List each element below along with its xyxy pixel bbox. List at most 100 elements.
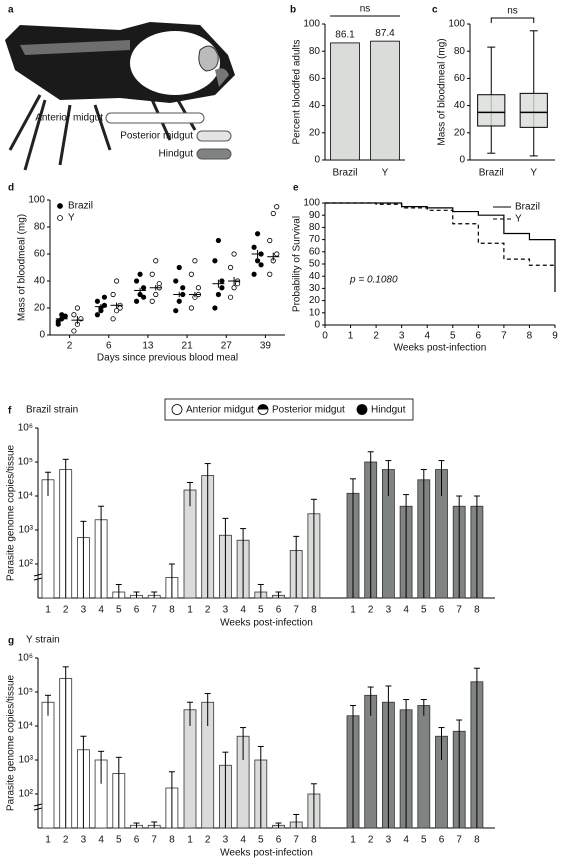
data-point: [227, 264, 234, 271]
x-tick-label: 8: [474, 605, 480, 616]
y-tick-label: 70: [309, 234, 321, 245]
legend-label: Hindgut: [371, 405, 406, 416]
x-tick-label: 7: [293, 835, 299, 846]
legs: [8, 94, 197, 171]
annotation: ns: [360, 4, 371, 15]
x-tick-label: 8: [311, 835, 317, 846]
y-tick-label: 10³: [19, 525, 34, 536]
x-tick-label: 7: [501, 331, 507, 342]
y-tick-label: 60: [309, 246, 321, 257]
x-tick-label: 8: [169, 605, 175, 616]
hindgut-shape: [215, 68, 229, 87]
illustration-label: Hindgut: [159, 149, 194, 160]
x-tick-label: 8: [474, 835, 480, 846]
data-point: [137, 271, 143, 277]
y-axis-label: Percent bloodfed adults: [292, 39, 303, 144]
bar: [370, 40, 400, 161]
x-tick-label: 3: [386, 835, 392, 846]
bar: [41, 701, 55, 829]
data-point: [113, 308, 120, 314]
x-tick-label: 5: [258, 605, 264, 616]
axis-break: [33, 803, 43, 807]
x-tick-label: 2: [205, 605, 211, 616]
legend-label: Brazil: [515, 202, 540, 213]
axis-break: [33, 573, 43, 577]
axis-break: [33, 807, 43, 811]
y-tick-label: 10⁴: [18, 721, 33, 732]
box: [519, 92, 548, 128]
legend-box: [164, 398, 414, 421]
y-tick-label: 10⁴: [18, 491, 33, 502]
y-tick-label: 10⁶: [18, 653, 33, 664]
x-tick-label: 4: [240, 605, 246, 616]
x-tick-label: 7: [293, 605, 299, 616]
data-point: [188, 305, 195, 311]
data-point: [215, 237, 222, 244]
legend-marker: [171, 404, 183, 415]
x-tick-label: 6: [134, 835, 140, 846]
bar: [183, 709, 197, 829]
y-tick-label: 0: [314, 320, 320, 331]
x-tick-label: 9: [552, 331, 558, 342]
hindgut-icon: [196, 148, 232, 160]
data-point: [101, 294, 108, 300]
posterior-midgut-icon: [196, 130, 232, 142]
x-tick-label: 5: [116, 605, 122, 616]
x-axis-label: Weeks post-infection: [394, 343, 487, 354]
data-point: [94, 312, 101, 318]
chart-title: Y strain: [26, 635, 60, 646]
x-axis-label: Weeks post-infection: [220, 618, 313, 629]
x-tick-label: 0: [322, 331, 328, 342]
x-tick-label: 8: [311, 605, 317, 616]
y-tick-label: 40: [309, 271, 321, 282]
data-point: [231, 251, 237, 257]
x-axis-label: Days since previous blood meal: [97, 353, 238, 364]
x-tick-label: Y: [530, 168, 537, 179]
y-tick-label: 60: [454, 73, 466, 84]
x-tick-label: 6: [476, 331, 482, 342]
y-tick-label: 20: [34, 303, 46, 314]
data-point: [274, 204, 280, 210]
x-tick-label: 2: [63, 605, 69, 616]
y-axis-label: Parasite genome copies/tissue: [6, 444, 17, 581]
box: [477, 94, 506, 127]
x-tick-label: 7: [456, 605, 462, 616]
data-point: [149, 271, 155, 277]
data-point: [215, 291, 222, 298]
annotation: ns: [507, 6, 518, 17]
x-tick-label: 4: [98, 605, 104, 616]
x-tick-label: 1: [187, 605, 193, 616]
data-point: [133, 298, 140, 304]
annotation-bracket: [490, 17, 535, 23]
y-tick-label: 20: [309, 127, 321, 138]
data-point: [267, 271, 273, 277]
posterior-midgut-shape: [198, 45, 219, 72]
x-tick-label: 1: [45, 605, 51, 616]
x-tick-label: 1: [348, 331, 354, 342]
x-tick-label: 6: [106, 341, 112, 352]
data-point: [173, 308, 179, 314]
x-tick-label: 5: [421, 605, 427, 616]
illustration-label: Posterior midgut: [120, 131, 193, 142]
data-point: [117, 305, 123, 311]
data-point: [153, 291, 159, 298]
x-tick-label: 2: [368, 605, 374, 616]
x-tick-label: 1: [45, 835, 51, 846]
x-tick-label: 5: [421, 835, 427, 846]
data-point: [234, 281, 241, 287]
x-tick-label: 7: [151, 835, 157, 846]
data-point: [71, 328, 77, 334]
chart-title: Brazil strain: [26, 405, 78, 416]
data-point: [176, 264, 182, 271]
x-tick-label: 2: [373, 331, 379, 342]
y-tick-label: 50: [309, 259, 321, 270]
x-tick-label: 3: [81, 835, 87, 846]
x-tick-label: 7: [151, 605, 157, 616]
y-tick-label: 10⁶: [18, 423, 33, 434]
data-point: [149, 298, 155, 304]
x-tick-label: 2: [67, 341, 73, 352]
data-point: [270, 210, 276, 217]
panel-label: f: [8, 406, 12, 417]
